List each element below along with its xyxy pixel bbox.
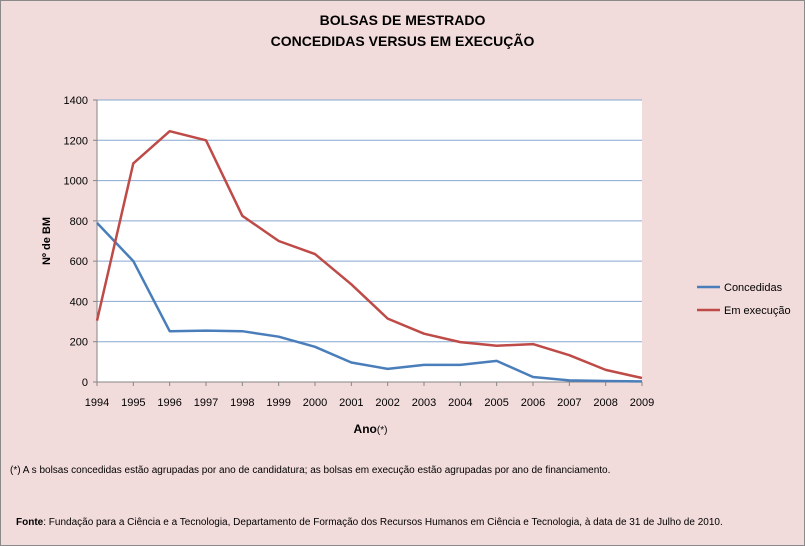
x-tick-label: 2007 — [557, 397, 581, 409]
source-text: : Fundação para a Ciência e a Tecnologia… — [43, 517, 723, 528]
series-line-1 — [96, 222, 643, 383]
x-axis-title: Ano(*) — [354, 422, 388, 436]
x-tick-label: 1996 — [157, 397, 181, 409]
x-tick-label: 2004 — [448, 397, 472, 409]
y-tick-label: 600 — [70, 256, 88, 268]
x-tick-label: 2009 — [630, 397, 654, 409]
x-tick-label: 2008 — [593, 397, 617, 409]
x-tick-label: 1998 — [230, 397, 254, 409]
chart-title-line2: CONCEDIDAS VERSUS EM EXECUÇÃO — [270, 33, 535, 49]
x-tick-label: 1997 — [194, 397, 218, 409]
x-axis-title-suffix: (*) — [377, 425, 388, 436]
y-tick-label: 800 — [70, 216, 88, 228]
legend-label-2: Em execução — [724, 305, 791, 317]
y-tick-label: 1400 — [64, 95, 88, 107]
x-tick-label: 2003 — [412, 397, 436, 409]
x-tick-label: 1999 — [266, 397, 290, 409]
source-label: Fonte — [16, 517, 44, 528]
x-tick-label: 2002 — [375, 397, 399, 409]
y-tick-label: 1200 — [64, 135, 88, 147]
source-note: Fonte: Fundação para a Ciência e a Tecno… — [16, 517, 723, 528]
y-tick-label: 0 — [82, 377, 88, 389]
y-axis-title: Nº de BM — [41, 217, 53, 265]
x-tick-label: 2000 — [303, 397, 327, 409]
y-tick-label: 1000 — [64, 176, 88, 188]
y-tick-label: 200 — [70, 337, 88, 349]
y-tick-label: 400 — [70, 296, 88, 308]
x-tick-label: 2001 — [339, 397, 363, 409]
legend-label-1: Concedidas — [724, 282, 783, 294]
x-axis-title-text: Ano — [354, 422, 377, 436]
x-tick-label: 2006 — [521, 397, 545, 409]
x-tick-label: 1994 — [85, 397, 109, 409]
x-tick-label: 1995 — [121, 397, 145, 409]
x-tick-label: 2005 — [484, 397, 508, 409]
footnote: (*) A s bolsas concedidas estão agrupada… — [10, 465, 611, 476]
chart-title-line1: BOLSAS DE MESTRADO — [319, 12, 486, 28]
plot-area — [97, 100, 642, 382]
series-line-2 — [95, 129, 643, 380]
